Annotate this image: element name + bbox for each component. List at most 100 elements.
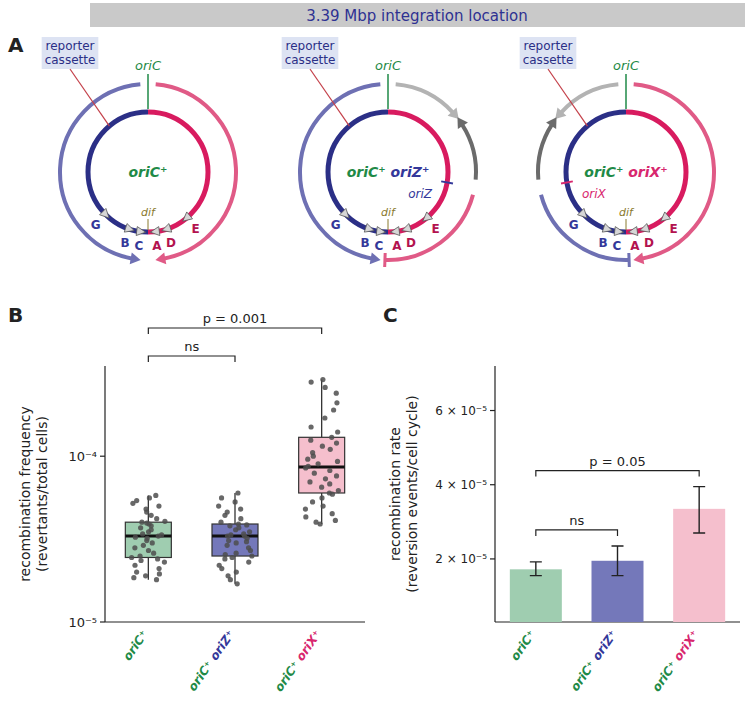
y-tick <box>490 558 495 559</box>
label-part: oriC⁺ <box>272 655 305 694</box>
data-point <box>233 499 238 504</box>
origin-tick <box>147 74 149 109</box>
label-part: oriC⁺ <box>129 164 168 180</box>
data-point <box>330 511 335 516</box>
label-part: oriZ⁺ <box>207 628 238 663</box>
replication-arc <box>385 195 473 260</box>
data-point <box>234 540 239 545</box>
gene-label: E <box>669 222 677 236</box>
chromosome-panel: GBCADEoriCreportercassettediforiC⁺ oriX⁺… <box>520 37 714 267</box>
data-point <box>312 471 317 476</box>
data-point <box>155 556 160 561</box>
cassette-line <box>70 69 109 126</box>
panel-letter: C <box>383 303 398 327</box>
data-point <box>316 461 321 466</box>
ylabel-group: recombination rate(reversion events/cell… <box>387 395 420 592</box>
data-point <box>149 513 154 518</box>
cassette-line <box>310 69 349 126</box>
data-point <box>131 575 136 580</box>
origin-label: oriC <box>613 58 640 73</box>
genotype-label: oriC⁺ oriZ⁺ <box>347 164 430 180</box>
data-point <box>227 523 232 528</box>
label-part: oriC⁺ <box>649 655 682 694</box>
cassette-label: reportercassette <box>285 39 336 67</box>
extra-origin-tick <box>441 181 453 183</box>
category-label: oriC⁺ oriZ⁺ <box>185 628 237 694</box>
data-point <box>247 529 252 534</box>
plot-marks <box>125 377 344 586</box>
data-point <box>238 506 243 511</box>
panel-letter: B <box>8 303 23 327</box>
label-line: reporter <box>286 39 335 53</box>
data-point <box>327 481 332 486</box>
data-point <box>313 520 318 525</box>
data-point <box>322 415 327 420</box>
y-tick <box>100 456 105 457</box>
extra-origin-label: oriZ <box>408 187 433 201</box>
data-point <box>138 558 143 563</box>
data-point <box>141 543 146 548</box>
data-point <box>138 525 143 530</box>
label-part: oriX⁺ <box>293 628 324 664</box>
dif-tick <box>626 219 627 230</box>
data-point <box>226 538 231 543</box>
data-point <box>303 514 308 519</box>
data-point <box>150 540 155 545</box>
box <box>125 522 171 557</box>
arc-arrowhead <box>155 252 166 264</box>
gene-label: C <box>613 239 622 253</box>
label-part: oriC⁺ <box>347 164 391 180</box>
data-point <box>319 495 324 500</box>
data-point <box>308 424 313 429</box>
chromosome-panel: GBCADEoriCreportercassettediforiC⁺ oriZ⁺… <box>282 37 476 267</box>
category-label: oriC⁺ <box>508 628 539 663</box>
data-point <box>157 571 162 576</box>
replication-arc <box>538 124 552 180</box>
data-point <box>306 464 311 469</box>
chromosome-right <box>388 112 448 232</box>
label-part: oriC⁺ <box>508 628 539 663</box>
gene-label: A <box>152 239 162 253</box>
whisker-high <box>321 380 322 438</box>
significance-label: ns <box>569 513 584 528</box>
gene-marker <box>423 212 433 221</box>
cassette-label: reportercassette <box>45 39 96 67</box>
gene-label: G <box>91 218 101 232</box>
significance-bracket <box>536 530 618 536</box>
data-point <box>334 391 339 396</box>
data-point <box>323 385 328 390</box>
figure: 3.39 Mbp integration locationAGBCADEoriC… <box>0 0 750 716</box>
data-point <box>307 479 312 484</box>
data-point <box>320 444 325 449</box>
data-point <box>249 553 254 558</box>
cassette-box <box>520 37 577 69</box>
data-point <box>134 498 139 503</box>
data-point <box>308 438 313 443</box>
significance-label: p = 0.001 <box>203 311 268 326</box>
data-point <box>159 532 164 537</box>
data-point <box>246 545 251 550</box>
gene-label: G <box>331 218 341 232</box>
box <box>299 437 345 493</box>
chromosome-panel: GBCADEoriCreportercassettediforiC⁺ <box>42 37 236 264</box>
data-point <box>310 499 315 504</box>
y-axis <box>494 366 495 622</box>
gene-label: B <box>361 236 370 250</box>
y-axis <box>104 366 105 622</box>
label-line: (reversion events/cell cycle) <box>404 395 420 592</box>
data-point <box>235 490 240 495</box>
label-part: oriX⁺ <box>628 164 668 180</box>
data-point <box>230 555 235 560</box>
data-point <box>133 535 138 540</box>
origin-label: oriC <box>375 58 402 73</box>
error-bar <box>693 487 705 533</box>
bar <box>510 569 562 622</box>
data-point <box>323 476 328 481</box>
label-line: cassette <box>523 53 574 67</box>
y-tick <box>490 484 495 485</box>
data-point <box>320 504 325 509</box>
data-point <box>327 468 332 473</box>
gene-label: E <box>191 222 199 236</box>
arc-arrowhead <box>546 117 556 129</box>
gene-marker <box>402 224 412 233</box>
